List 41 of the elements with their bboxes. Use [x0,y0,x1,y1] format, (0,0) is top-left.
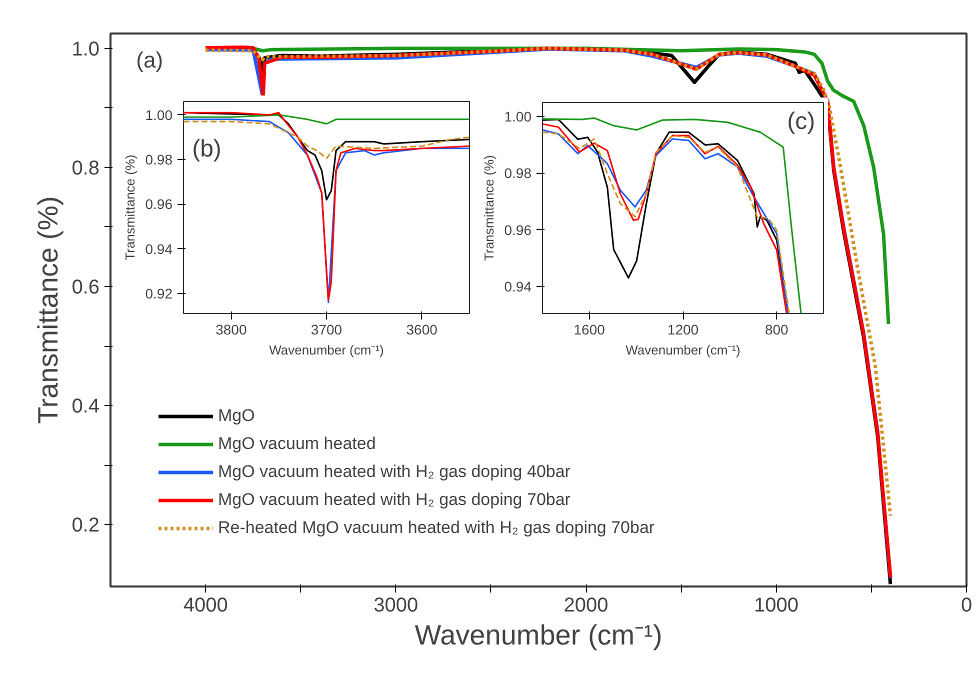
legend-label: MgO [218,406,255,426]
legend-label: MgO vacuum heated [218,434,376,454]
y-tick-label: 0.2 [72,514,100,537]
y-tick-label: 1.00 [504,108,532,125]
y-axis-title: Transmittance (%) [122,154,138,260]
annotation: (c) [787,108,816,135]
y-tick-label: 0.96 [145,196,173,212]
x-tick-label: 1600 [574,322,606,338]
y-tick-label: 0.94 [145,240,173,257]
x-tick-label: 2000 [564,594,608,616]
x-tick-label: 4000 [183,594,228,616]
x-axis-title: Wavenumber (cm⁻¹) [414,620,662,650]
y-tick-label: 0.96 [504,222,532,238]
legend-label: Re-heated MgO vacuum heated with H₂ gas doping 70bar [218,518,655,538]
x-axis-title: Wavenumber (cm⁻¹) [269,342,384,358]
y-tick-label: 0.98 [145,152,173,168]
line-series [184,114,470,125]
x-tick-label: 3600 [406,322,438,338]
y-tick-label: 1.00 [145,106,173,123]
y-tick-label: 1.0 [72,38,100,60]
x-tick-label: 1000 [754,594,799,616]
y-axis-title: Transmittance (%) [32,196,64,424]
legend-label: MgO vacuum heated with H₂ gas doping 40bar [218,462,570,482]
y-tick-label: 0.98 [504,165,532,182]
x-tick-label: 3000 [374,594,418,616]
x-tick-label: 800 [764,322,789,338]
x-tick-label: 1200 [667,322,699,338]
line-series [184,120,470,160]
y-tick-label: 0.8 [72,157,100,180]
annotation: (b) [192,135,222,162]
y-tick-label: 0.94 [504,278,532,294]
x-axis-title: Wavenumber (cm⁻¹) [626,342,740,358]
annotation: (a) [136,47,164,72]
y-tick-label: 0.6 [72,276,100,298]
x-tick-label: 3800 [216,322,247,338]
y-tick-label: 0.4 [72,396,100,418]
y-axis-title: Transmittance (%) [481,155,496,261]
x-tick-label: 0 [960,594,972,616]
y-tick-label: 0.92 [145,285,173,302]
x-tick-label: 3700 [310,322,342,338]
legend-label: MgO vacuum heated with H₂ gas doping 70bar [218,490,570,510]
